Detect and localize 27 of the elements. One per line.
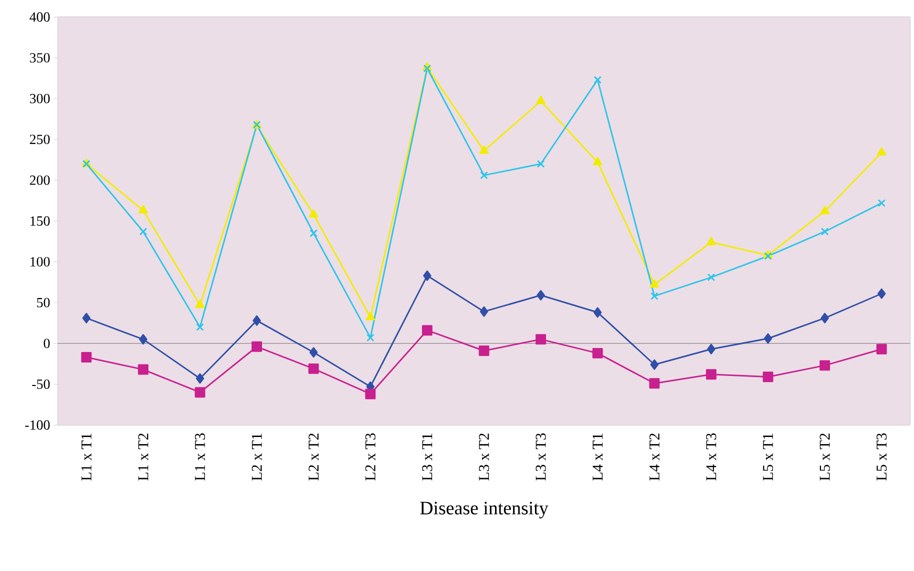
x-tick-label: L2 x T1 <box>252 434 262 480</box>
y-tick-label: 200 <box>30 175 50 185</box>
y-tick-label: 250 <box>30 134 50 144</box>
x-tick-label: L3 x T3 <box>536 433 546 480</box>
x-tick-label: L3 x T1 <box>422 434 432 480</box>
x-tick-label: L2 x T2 <box>308 434 319 480</box>
y-tick-label: -50 <box>32 379 50 389</box>
y-tick-label: 50 <box>37 298 50 308</box>
x-tick-label: L3 x T2 <box>478 434 490 480</box>
y-tick-label: 400 <box>30 12 50 22</box>
y-tick-label: 150 <box>30 216 50 226</box>
y-tick-label: -100 <box>25 420 50 430</box>
y-tick-label: 300 <box>30 94 50 104</box>
x-tick-label: L1 x T1 <box>81 434 92 480</box>
x-tick-label: L4 x T3 <box>706 433 716 480</box>
y-tick-label: 350 <box>30 53 50 63</box>
x-tick-label: L4 x T2 <box>649 434 660 480</box>
x-tick-label: L5 x T2 <box>820 434 830 480</box>
y-tick-label: 0 <box>44 338 50 348</box>
y-tick-label: 100 <box>30 257 50 267</box>
x-tick-label: L1 x T3 <box>194 433 206 480</box>
x-tick-label: L2 x T3 <box>365 433 376 480</box>
x-axis-title: Disease intensity <box>420 502 548 518</box>
x-tick-label: L4 x T1 <box>592 434 603 480</box>
x-tick-label: L5 x T3 <box>876 433 887 480</box>
x-tick-label: L5 x T1 <box>763 434 774 480</box>
x-tick-label: L1 x T2 <box>138 434 148 480</box>
